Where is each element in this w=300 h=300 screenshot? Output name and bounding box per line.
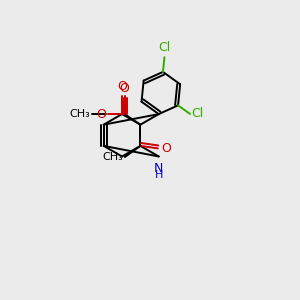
Text: O: O (96, 108, 106, 121)
Text: O: O (161, 142, 171, 155)
Text: CH₃: CH₃ (103, 152, 123, 162)
Text: H: H (154, 170, 163, 180)
Text: Cl: Cl (158, 41, 171, 54)
Text: Cl: Cl (191, 107, 204, 121)
Text: N: N (154, 162, 164, 176)
Text: O: O (119, 82, 129, 95)
Text: CH₃: CH₃ (70, 109, 91, 119)
Text: O: O (117, 80, 127, 93)
